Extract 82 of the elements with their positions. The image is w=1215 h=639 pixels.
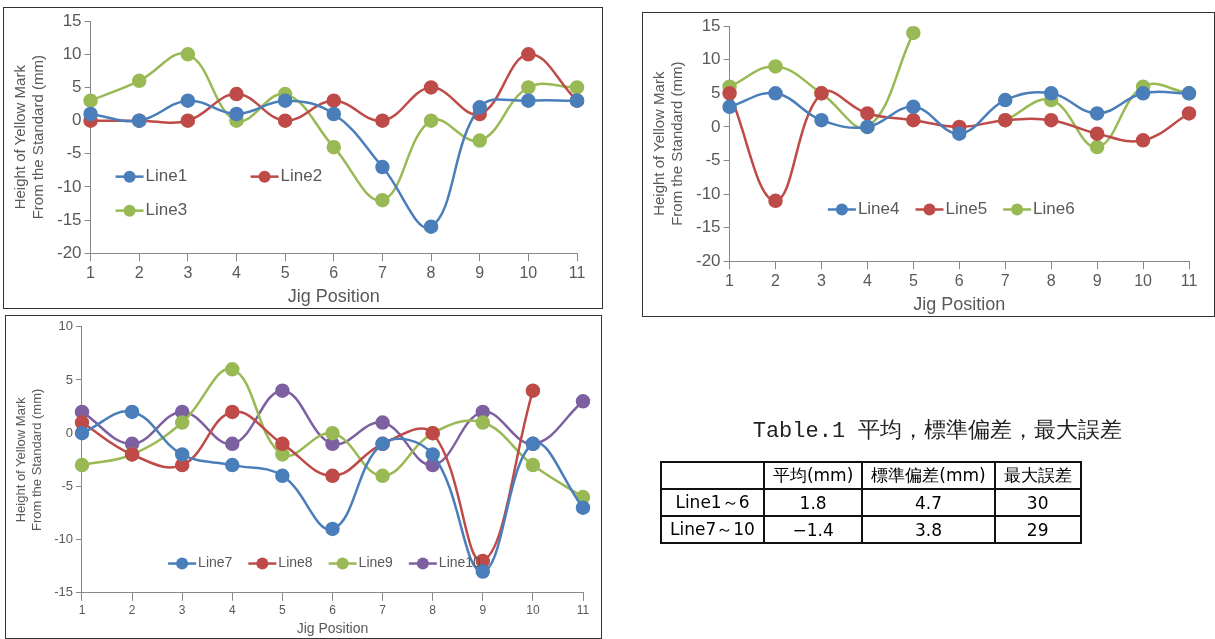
y-tick-label: 5 — [711, 83, 721, 103]
x-tick-label: 6 — [329, 264, 339, 282]
x-tick-label: 11 — [576, 603, 590, 618]
y-axis-title: Height of Yellow Mark From the Standard (mm) — [13, 388, 44, 531]
x-tick-label: 7 — [377, 264, 387, 282]
text: 3.8 — [914, 519, 942, 540]
x-axis-title: Jig Position — [296, 620, 369, 637]
x-tick-label: 7 — [1000, 272, 1010, 290]
y-tick-label: 0 — [65, 424, 73, 440]
x-tick-label: 1 — [86, 264, 96, 282]
x-tick-label: 2 — [771, 272, 781, 290]
category-label: 最大誤差 — [994, 462, 1081, 489]
y-tick-label: -20 — [56, 242, 82, 262]
x-tick-label: 1 — [78, 603, 86, 618]
y-tick-label: 10 — [58, 318, 73, 334]
x-tick-label: 6 — [329, 603, 337, 618]
legend-label: Line5 — [945, 199, 988, 219]
x-tick-label: 6 — [954, 272, 964, 290]
y-tick-label: 5 — [72, 77, 82, 97]
y-tick-label: 10 — [701, 49, 721, 69]
y-tick-label: 5 — [65, 371, 73, 387]
y-tick-label: -15 — [54, 584, 73, 600]
category-label: 標準偏差(mm) — [862, 462, 995, 489]
legend-label: Line7 — [198, 554, 233, 571]
x-tick-label: 11 — [1180, 272, 1198, 290]
x-tick-label: 5 — [279, 603, 287, 618]
x-tick-label: 8 — [429, 603, 437, 618]
x-tick-label: 4 — [232, 264, 242, 282]
x-tick-label: 9 — [1092, 272, 1102, 290]
text: 29 — [1026, 519, 1049, 540]
text: −1.4 — [792, 519, 834, 540]
x-tick-label: 8 — [426, 264, 436, 282]
y-tick-label: 15 — [62, 10, 82, 30]
y-tick-label: -10 — [695, 183, 721, 203]
x-tick-label: 10 — [1134, 272, 1153, 290]
y-tick-label: 0 — [72, 110, 82, 130]
x-axis-title: Jig Position — [913, 294, 1006, 315]
y-tick-label: -5 — [61, 477, 73, 493]
x-tick-label: 11 — [568, 264, 586, 282]
legend-label: Line4 — [857, 199, 900, 219]
x-tick-label: 3 — [178, 603, 186, 618]
x-tick-label: 9 — [479, 603, 487, 618]
x-tick-label: 10 — [526, 603, 540, 618]
y-tick-label: 0 — [711, 116, 721, 136]
x-tick-label: 4 — [862, 272, 872, 290]
x-tick-label: 7 — [379, 603, 387, 618]
y-tick-label: 10 — [62, 44, 82, 64]
legend-label: Line1 — [145, 166, 188, 186]
y-tick-label: 15 — [701, 15, 721, 35]
text: 1.8 — [799, 492, 827, 513]
y-axis-title: Height of Yellow Mark From the Standard (mm) — [11, 55, 47, 220]
y-tick-label: -15 — [56, 209, 82, 229]
legend-label: Line8 — [278, 554, 313, 571]
x-tick-label: 2 — [128, 603, 136, 618]
x-tick-label: 3 — [183, 264, 193, 282]
legend-label: Line2 — [280, 166, 323, 186]
x-tick-label: 1 — [725, 272, 735, 290]
x-axis-title: Jig Position — [287, 286, 380, 307]
y-tick-label: -15 — [695, 217, 721, 237]
category-label: 平均(mm) — [763, 462, 863, 489]
text: 4.7 — [914, 492, 942, 513]
y-tick-label: -10 — [56, 176, 82, 196]
y-tick-label: -10 — [54, 531, 73, 547]
category-label: Line1～6 — [675, 492, 750, 512]
x-tick-label: 9 — [475, 264, 485, 282]
legend-label: Line9 — [358, 554, 394, 571]
x-tick-label: 3 — [817, 272, 826, 290]
x-tick-label: 5 — [280, 264, 290, 282]
y-axis-title: Height of Yellow Mark From the Standard (mm) — [650, 61, 686, 226]
legend-label: Line3 — [145, 200, 188, 220]
x-tick-label: 5 — [908, 272, 918, 290]
y-tick-label: -5 — [705, 150, 721, 170]
x-tick-label: 10 — [519, 264, 538, 282]
category-label: Line7～10 — [670, 519, 755, 539]
x-tick-label: 2 — [134, 264, 144, 282]
x-tick-label: 4 — [228, 603, 236, 618]
y-tick-label: -5 — [66, 143, 82, 163]
text: Table.1 平均，標準偏差，最大誤差 — [751, 418, 1124, 445]
legend-label: Line6 — [1033, 199, 1075, 219]
y-tick-label: -20 — [695, 250, 721, 270]
x-tick-label: 8 — [1046, 272, 1056, 290]
text: 30 — [1026, 492, 1049, 513]
